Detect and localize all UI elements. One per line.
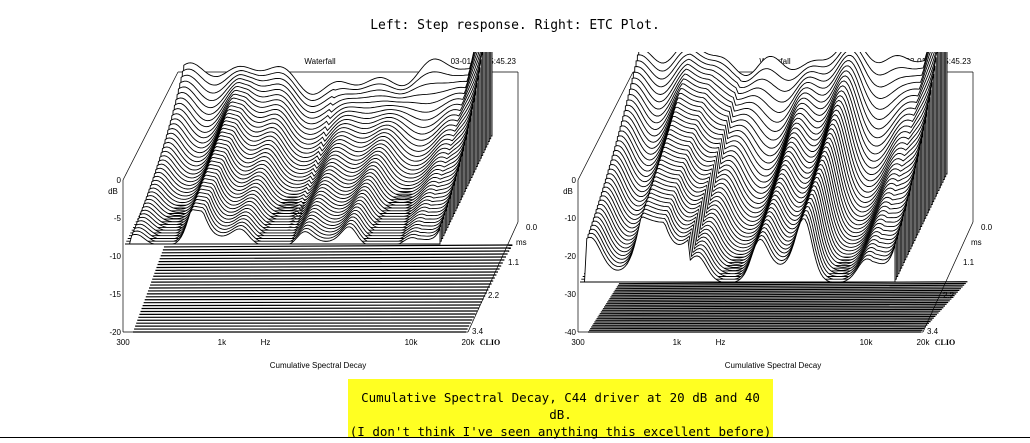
y-tick-label: -10 (109, 252, 121, 261)
slices (580, 52, 948, 283)
waterfall-svg: Waterfall 03-01-09 15:45.230-5-10-15-20dB… (108, 52, 538, 370)
y-unit-label: dB (563, 187, 573, 196)
floor-line (150, 283, 492, 286)
floor-line (599, 312, 939, 315)
floor-line (601, 308, 942, 311)
floor-line (146, 292, 487, 295)
x-unit-label: Hz (716, 338, 726, 347)
z-tick-label: 0.0 (526, 223, 538, 232)
floor-line (605, 303, 947, 306)
floor-line (597, 315, 936, 318)
floor-line (158, 259, 505, 263)
floor-line (603, 305, 946, 308)
highlight-note: Cumulative Spectral Decay, C44 driver at… (348, 379, 773, 439)
x-tick-label: 1k (218, 338, 227, 347)
y-tick-label: -20 (564, 252, 576, 261)
floor-line (152, 277, 495, 280)
floor-stripes (133, 244, 513, 333)
z-tick-label: 3.4 (927, 327, 939, 336)
floor-line (162, 247, 511, 251)
floor-line (612, 291, 958, 295)
y-unit-label: dB (108, 187, 118, 196)
floor-line (160, 253, 508, 257)
floor-line (602, 307, 944, 310)
chart-title: Waterfall (304, 57, 335, 66)
x-tick-label: 20k (462, 338, 476, 347)
y-tick-label: -10 (564, 214, 576, 223)
z-unit-label: ms (516, 238, 527, 247)
x-tick-label: 300 (116, 338, 130, 347)
floor-line (611, 293, 957, 296)
floor-line (145, 295, 486, 298)
floor-line (618, 281, 968, 285)
floor-line (144, 298, 484, 301)
slices (125, 52, 493, 245)
floor-line (616, 284, 965, 288)
floor-line (606, 301, 949, 305)
z-tick-label: 1.1 (508, 258, 520, 267)
y-tick-label: -20 (109, 328, 121, 337)
floor-line (161, 250, 510, 254)
floor-line (151, 280, 494, 283)
floor-line (609, 296, 954, 300)
floor-line (143, 301, 483, 304)
spectral-slice (580, 216, 896, 283)
x-tick-label: 300 (571, 338, 585, 347)
spectral-slice (125, 209, 441, 245)
brand-label: CLIO (935, 338, 955, 347)
floor-line (142, 304, 481, 307)
floor-line (159, 256, 507, 260)
floor-line (615, 286, 963, 290)
depth-line-top-left (577, 71, 634, 181)
x-unit-label: Hz (261, 338, 271, 347)
floor-line (596, 317, 934, 320)
floor-line (614, 288, 962, 291)
x-tick-label: 20k (917, 338, 931, 347)
y-tick-label: -30 (564, 290, 576, 299)
floor-line (148, 286, 491, 289)
z-tick-label: 2.2 (488, 291, 500, 300)
floor-line (608, 298, 952, 301)
note-line-2: (I don't think I've seen anything this e… (349, 424, 772, 439)
x-tick-label: 10k (405, 338, 419, 347)
page-caption: Left: Step response. Right: ETC Plot. (370, 18, 660, 33)
y-tick-label: 0 (572, 176, 577, 185)
z-tick-label: 3.4 (472, 327, 484, 336)
y-tick-label: -5 (114, 214, 122, 223)
floor-line (598, 314, 938, 316)
z-unit-label: ms (971, 238, 982, 247)
depth-line-bottom-right (467, 221, 519, 333)
floor-line (607, 300, 950, 303)
bottom-rule (0, 437, 1030, 438)
z-tick-label: 1.1 (963, 258, 975, 267)
waterfall-chart-left: Waterfall 03-01-09 15:45.23 0 -5 -10 -15 -20 dB… (98, 52, 558, 372)
floor-line (155, 268, 500, 271)
floor-line (163, 244, 513, 248)
floor-line (617, 282, 966, 286)
floor-line (600, 310, 941, 313)
floor-line (613, 289, 960, 293)
floor-line (154, 271, 499, 274)
floor-line (157, 262, 503, 266)
x-tick-label: 1k (673, 338, 682, 347)
floor-line (156, 265, 502, 269)
z-tick-label: 0.0 (981, 223, 993, 232)
floor-line (141, 307, 479, 310)
floor-line (610, 295, 955, 298)
depth-line-bottom-right (922, 221, 974, 333)
y-tick-label: 0 (117, 176, 122, 185)
depth-line-top-left (122, 71, 179, 181)
x-axis-title: Cumulative Spectral Decay (725, 361, 821, 370)
brand-label: CLIO (480, 338, 500, 347)
floor-line (153, 274, 497, 277)
note-line-1: Cumulative Spectral Decay, C44 driver at… (361, 390, 760, 422)
floor-stripes (588, 281, 968, 333)
x-tick-label: 10k (860, 338, 874, 347)
y-tick-label: -15 (109, 290, 121, 299)
floor-line (147, 289, 489, 292)
x-axis-title: Cumulative Spectral Decay (270, 361, 366, 370)
y-tick-label: -40 (564, 328, 576, 337)
